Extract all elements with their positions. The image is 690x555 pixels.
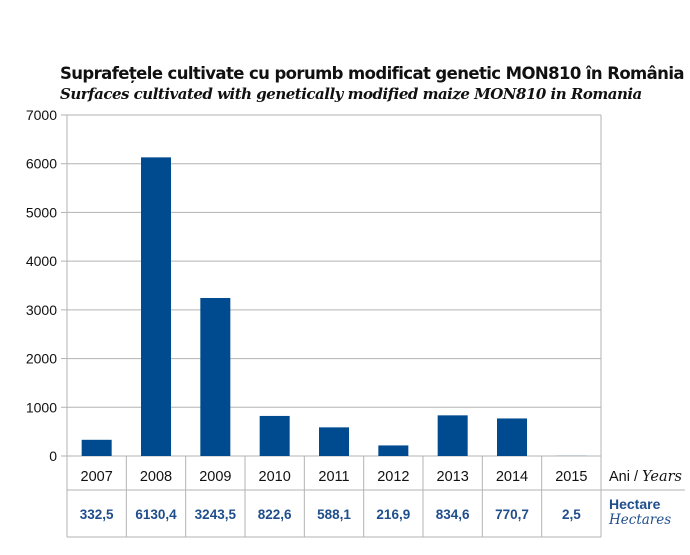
x-tick-label: 2010 <box>259 469 291 485</box>
data-label: 216,9 <box>376 507 410 522</box>
x-tick-label: 2008 <box>140 469 172 485</box>
y-tick-label: 1000 <box>26 399 57 415</box>
x-tick-label: 2014 <box>496 469 528 485</box>
data-label: 332,5 <box>80 507 114 522</box>
y-tick-label: 6000 <box>26 156 57 172</box>
x-tick-label: 2015 <box>555 469 587 485</box>
data-label: 3243,5 <box>195 507 237 522</box>
data-label: 834,6 <box>436 507 470 522</box>
y-tick-label: 7000 <box>26 107 57 123</box>
y-tick-label: 5000 <box>26 204 57 220</box>
x-tick-label: 2011 <box>318 469 349 485</box>
bar <box>319 427 349 456</box>
y-tick-label: 0 <box>49 448 57 464</box>
x-tick-label: 2007 <box>81 469 113 485</box>
x-axis-label-en: Years <box>642 469 682 485</box>
row-label-en: Hectares <box>608 512 671 528</box>
x-axis-label: Ani / Years <box>609 469 682 485</box>
bar <box>141 157 171 456</box>
x-tick-label: 2009 <box>199 469 231 485</box>
bar <box>437 415 468 456</box>
bar <box>497 418 527 456</box>
bar <box>200 297 231 456</box>
chart-subtitle: Surfaces cultivated with genetically mod… <box>60 85 642 103</box>
data-label: 588,1 <box>317 507 351 522</box>
y-tick-label: 2000 <box>26 351 57 367</box>
x-tick-label: 2012 <box>377 469 409 485</box>
bar <box>378 445 409 456</box>
data-label: 2,5 <box>562 507 581 522</box>
data-label: 822,6 <box>258 507 292 522</box>
data-label: 770,7 <box>495 507 529 522</box>
y-tick-label: 4000 <box>26 253 57 269</box>
bar <box>81 439 112 456</box>
data-label: 6130,4 <box>135 507 177 522</box>
chart-title: Suprafețele cultivate cu porumb modifica… <box>60 64 685 83</box>
y-tick-label: 3000 <box>26 302 57 318</box>
row-label: Hectare <box>609 496 661 512</box>
bar <box>259 415 290 456</box>
x-tick-label: 2013 <box>437 469 469 485</box>
x-axis-label-ro: Ani / <box>609 469 642 485</box>
